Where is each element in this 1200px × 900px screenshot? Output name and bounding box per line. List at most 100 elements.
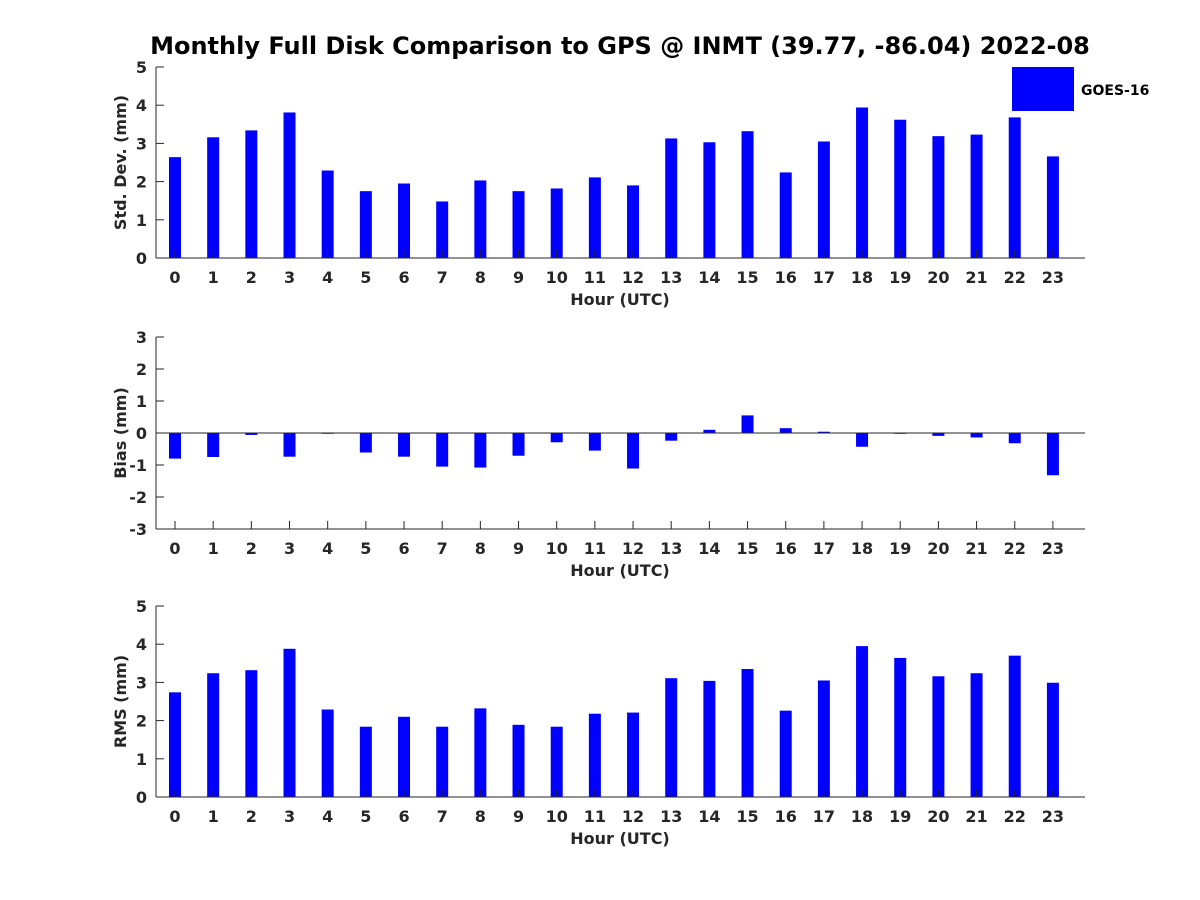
x-tick-label: 6 [398, 539, 409, 558]
y-tick-label: 4 [136, 635, 147, 654]
x-tick-label: 13 [660, 807, 682, 826]
bar-hour-11 [588, 713, 601, 797]
bar-hour-19 [894, 119, 907, 258]
bar-hour-23 [1046, 682, 1059, 797]
bar-hour-20 [932, 433, 945, 436]
bar-hour-17 [817, 431, 830, 433]
bar-hour-4 [321, 709, 334, 797]
x-tick-label: 3 [284, 268, 295, 287]
y-tick-label: 0 [136, 788, 147, 807]
y-tick-label: 0 [136, 249, 147, 268]
bar-hour-1 [207, 673, 220, 797]
bar-hour-7 [436, 433, 449, 467]
y-tick-label: 2 [136, 712, 147, 731]
bar-hour-21 [970, 433, 983, 438]
x-tick-label: 2 [246, 807, 257, 826]
x-tick-label: 16 [775, 807, 797, 826]
x-tick-label: 8 [475, 268, 486, 287]
x-tick-label: 15 [736, 268, 758, 287]
x-tick-label: 6 [398, 807, 409, 826]
x-tick-label: 12 [622, 268, 644, 287]
bar-hour-16 [779, 428, 792, 433]
x-tick-label: 10 [546, 268, 568, 287]
x-tick-label: 5 [360, 807, 371, 826]
x-tick-label: 13 [660, 539, 682, 558]
bar-hour-13 [665, 138, 678, 258]
y-tick-label: 2 [136, 360, 147, 379]
x-tick-label: 20 [927, 268, 949, 287]
bar-hour-9 [512, 191, 525, 258]
x-tick-label: 2 [246, 539, 257, 558]
bar-hour-0 [169, 692, 181, 797]
bar-hour-8 [474, 433, 487, 468]
bar-hour-16 [779, 172, 792, 258]
bar-hour-1 [207, 137, 220, 258]
x-axis-label: Hour (UTC) [570, 829, 670, 848]
y-axis-label: Bias (mm) [111, 387, 130, 479]
bar-hour-13 [665, 678, 678, 797]
x-tick-label: 11 [584, 268, 606, 287]
x-tick-label: 16 [775, 268, 797, 287]
bar-hour-20 [932, 676, 945, 797]
bar-hour-4 [321, 170, 334, 258]
y-tick-label: 3 [136, 134, 147, 153]
bar-hour-21 [970, 134, 983, 258]
x-tick-label: 17 [813, 807, 835, 826]
x-tick-label: 21 [965, 539, 987, 558]
y-tick-label: 4 [136, 96, 147, 115]
bar-hour-19 [894, 657, 907, 797]
bar-hour-12 [627, 433, 640, 469]
x-tick-label: 17 [813, 268, 835, 287]
bar-hour-14 [703, 142, 716, 258]
bar-hour-9 [512, 433, 525, 456]
bar-hour-6 [398, 433, 411, 457]
x-tick-label: 12 [622, 539, 644, 558]
x-tick-label: 3 [284, 539, 295, 558]
x-tick-label: 14 [698, 539, 720, 558]
x-tick-label: 20 [927, 539, 949, 558]
y-tick-label: 1 [136, 392, 147, 411]
x-tick-label: 22 [1004, 807, 1026, 826]
bar-hour-8 [474, 708, 487, 797]
bar-hour-12 [627, 712, 640, 797]
x-tick-label: 1 [208, 807, 219, 826]
y-tick-label: 1 [136, 750, 147, 769]
x-tick-label: 4 [322, 268, 333, 287]
y-tick-label: 5 [136, 58, 147, 77]
x-tick-label: 0 [169, 268, 180, 287]
x-axis-label: Hour (UTC) [570, 290, 670, 309]
bar-hour-1 [207, 433, 220, 457]
x-tick-label: 9 [513, 539, 524, 558]
bar-hour-11 [588, 177, 601, 258]
y-tick-label: -1 [129, 456, 147, 475]
x-tick-label: 8 [475, 539, 486, 558]
bar-hour-2 [245, 130, 258, 258]
x-tick-label: 9 [513, 268, 524, 287]
x-tick-label: 6 [398, 268, 409, 287]
x-tick-label: 13 [660, 268, 682, 287]
bar-hour-22 [1008, 655, 1021, 797]
bar-hour-11 [588, 433, 601, 451]
x-tick-label: 5 [360, 268, 371, 287]
bar-hour-15 [741, 669, 754, 797]
x-tick-label: 23 [1042, 268, 1064, 287]
bar-hour-0 [169, 433, 181, 459]
y-tick-label: 0 [136, 424, 147, 443]
chart-title: Monthly Full Disk Comparison to GPS @ IN… [150, 32, 1090, 60]
bar-hour-5 [359, 726, 372, 797]
bar-hour-2 [245, 670, 258, 797]
legend-label: GOES-16 [1081, 83, 1149, 99]
x-tick-label: 0 [169, 539, 180, 558]
bar-hour-6 [398, 716, 411, 797]
bar-hour-18 [856, 107, 869, 259]
x-tick-label: 4 [322, 807, 333, 826]
x-tick-label: 21 [965, 807, 987, 826]
x-tick-label: 5 [360, 539, 371, 558]
bar-hour-17 [817, 680, 830, 797]
bar-hour-21 [970, 673, 983, 797]
x-tick-label: 4 [322, 539, 333, 558]
x-tick-label: 0 [169, 807, 180, 826]
x-tick-label: 14 [698, 268, 720, 287]
